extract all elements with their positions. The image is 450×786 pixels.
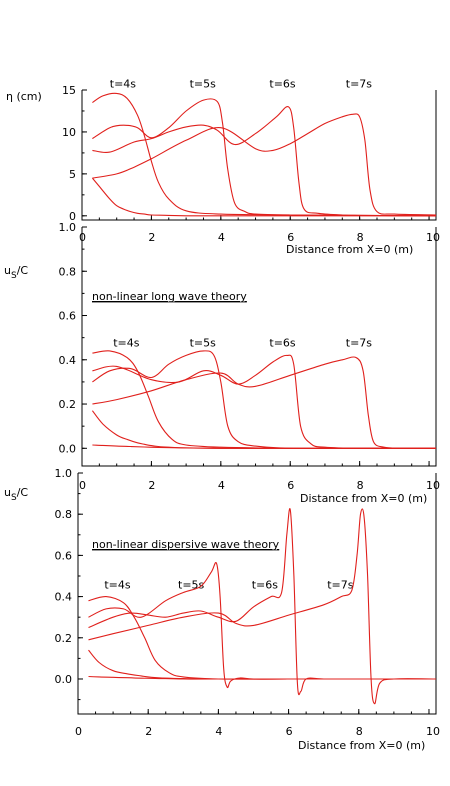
y-tick-label: 5: [69, 168, 76, 181]
time-label: t=6s: [269, 337, 296, 350]
y-axis-label: uS/C: [4, 486, 28, 503]
series-line-3: [88, 562, 436, 689]
y-tick-label: 15: [62, 84, 76, 97]
time-label: t=4s: [104, 578, 131, 591]
y-tick-label: 1.0: [59, 221, 77, 234]
plot-frame: [81, 90, 437, 221]
series-line-1: [91, 410, 436, 449]
x-tick-label: 0: [79, 479, 86, 492]
x-tick-label: 8: [357, 231, 364, 244]
time-label: t=6s: [269, 77, 296, 90]
series-line-3: [92, 350, 436, 450]
y-axis-label: uS/C: [4, 264, 28, 281]
series-line-4: [92, 113, 437, 216]
x-tick-label: 2: [148, 231, 155, 244]
x-tick-label: 6: [287, 479, 294, 492]
panel-dispersive: 0 2 4 6 8 10 0.0 0.2 0.4 0.6 0.8 1.0 uS/C Distance fr…: [4, 467, 440, 752]
y-tick-label: 0.8: [59, 265, 77, 278]
series-line-1: [92, 92, 437, 217]
theory-annotation: non-linear long wave theory: [92, 290, 247, 303]
panel-long-wave: 0 2 4 6 8 10 0.0 0.2 0.4 0.6 0.8 1.0 uS/C Distance fr…: [4, 221, 440, 505]
y-tick-label: 0.6: [55, 549, 73, 562]
x-tick-label: 0: [75, 725, 82, 738]
y-tick-label: 0.0: [59, 442, 77, 455]
y-tick-label: 0: [69, 210, 76, 223]
time-label: t=7s: [346, 77, 373, 90]
y-tick-label: 0.4: [55, 591, 73, 604]
series-line-4: [92, 354, 437, 449]
x-tick-label: 4: [218, 231, 225, 244]
time-label: t=7s: [327, 578, 354, 591]
series-line-2: [92, 350, 436, 449]
x-tick-label: 8: [357, 479, 364, 492]
time-label: t=5s: [190, 337, 217, 350]
x-tick-label: 10: [426, 725, 440, 738]
series-line-2: [92, 98, 437, 217]
x-tick-label: 6: [287, 231, 294, 244]
y-tick-label: 0.6: [59, 310, 77, 323]
series-line-3: [92, 105, 437, 217]
x-tick-label: 4: [218, 479, 225, 492]
x-axis-label: Distance from X=0 (m): [300, 492, 427, 505]
time-label: t=6s: [252, 578, 279, 591]
series-line-1: [88, 649, 436, 680]
x-tick-label: 2: [148, 479, 155, 492]
series-line-5: [92, 356, 437, 449]
plot-frame: [77, 473, 437, 715]
y-tick-label: 0.4: [59, 354, 77, 367]
y-tick-label: 0.2: [59, 398, 77, 411]
y-axis-label: η (cm): [6, 90, 42, 103]
y-tick-label: 0.0: [55, 673, 73, 686]
y-tick-label: 0.2: [55, 632, 73, 645]
x-tick-label: 2: [145, 725, 152, 738]
x-tick-label: 4: [215, 725, 222, 738]
theory-annotation: non-linear dispersive wave theory: [92, 538, 280, 551]
time-label: t=7s: [346, 337, 373, 350]
x-tick-label: 10: [426, 231, 440, 244]
y-tick-label: 0.8: [55, 508, 73, 521]
time-label: t=4s: [110, 77, 137, 90]
y-tick-label: 10: [62, 126, 76, 139]
series-line-2: [88, 596, 436, 680]
x-axis-label: Distance from X=0 (m): [286, 243, 413, 256]
x-tick-label: 6: [286, 725, 293, 738]
time-label: t=5s: [190, 77, 217, 90]
x-axis-label: Distance from X=0 (m): [298, 739, 425, 752]
series-line-5: [88, 508, 437, 705]
x-tick-label: 8: [356, 725, 363, 738]
series-line-0: [91, 177, 436, 217]
y-tick-label: 1.0: [55, 467, 73, 480]
x-tick-label: 10: [426, 479, 440, 492]
series-line-4: [88, 508, 436, 696]
time-label: t=4s: [113, 337, 140, 350]
time-label: t=5s: [178, 578, 205, 591]
plot-frame: [81, 227, 437, 467]
